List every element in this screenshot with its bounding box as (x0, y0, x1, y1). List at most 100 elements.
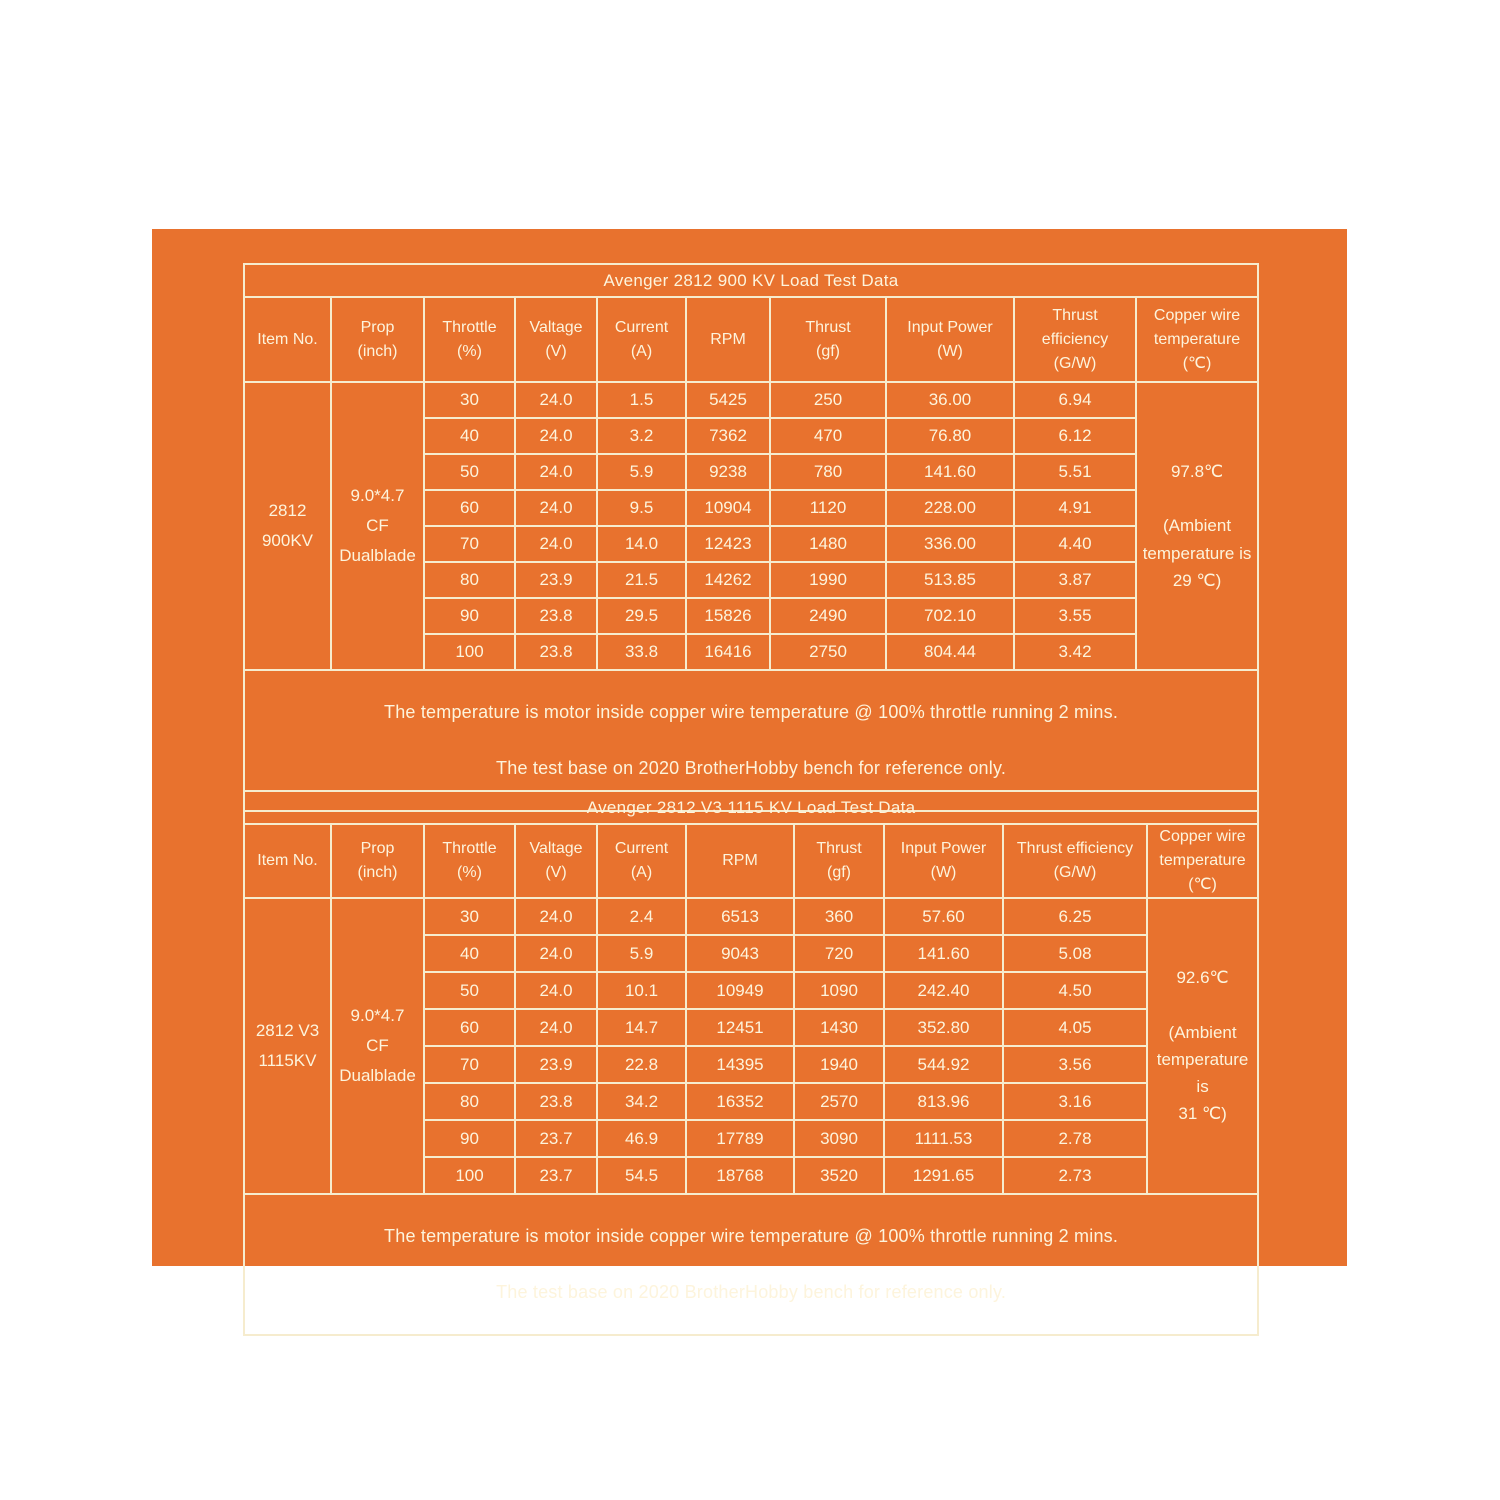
table-header-row: Item No. Prop (inch) Throttle (%) Valtag… (243, 823, 1260, 899)
cell-current: 21.5 (596, 561, 687, 599)
cell-thrust-efficiency: 4.40 (1013, 525, 1137, 563)
cell-rpm: 18768 (685, 1156, 795, 1195)
cell-valtage: 23.8 (514, 633, 598, 671)
cell-valtage: 23.7 (514, 1119, 598, 1158)
cell-rpm: 12423 (685, 525, 771, 563)
cell-valtage: 24.0 (514, 489, 598, 527)
item-no-cell: 2812 V3 1115KV (243, 897, 332, 1195)
table-row: 2812 900KV 9.0*4.7 CF Dualblade 30 24.0 1.5 5… (243, 381, 1260, 671)
cell-current: 33.8 (596, 633, 687, 671)
cell-thrust-efficiency: 6.12 (1013, 417, 1137, 455)
table-footnote-row: The temperature is motor inside copper w… (242, 668, 1260, 813)
cell-throttle: 40 (423, 934, 516, 973)
cell-thrust-efficiency: 3.56 (1002, 1045, 1148, 1084)
cell-current: 14.0 (596, 525, 687, 563)
cell-current: 2.4 (596, 897, 687, 936)
cell-current: 1.5 (596, 381, 687, 419)
cell-throttle: 30 (423, 381, 516, 419)
cell-valtage: 24.0 (514, 897, 598, 936)
table-row: 70 24.0 14.0 12423 1480 336.00 4.40 (244, 525, 1258, 563)
cell-thrust-efficiency: 3.55 (1013, 597, 1137, 635)
cell-rpm: 9238 (685, 453, 771, 491)
table-row: 50 24.0 5.9 9238 780 141.60 5.51 (244, 453, 1258, 491)
cell-input-power: 544.92 (883, 1045, 1004, 1084)
load-test-table-1115kv: Avenger 2812 V3 1115 KV Load Test Data I… (242, 790, 1260, 1337)
cell-throttle: 50 (423, 453, 516, 491)
cell-rpm: 15826 (685, 597, 771, 635)
col-header-input-power: Input Power (W) (883, 823, 1004, 899)
col-header-copper-wire-temperature: Copper wire temperature (℃) (1134, 296, 1260, 383)
cell-valtage: 24.0 (514, 453, 598, 491)
cell-throttle: 70 (423, 525, 516, 563)
table-row: 70 23.9 22.8 14395 1940 544.92 3.56 (244, 1045, 1258, 1084)
cell-thrust-efficiency: 6.94 (1013, 381, 1137, 419)
cell-current: 3.2 (596, 417, 687, 455)
cell-thrust: 2750 (769, 633, 887, 671)
col-header-input-power: Input Power (W) (885, 296, 1015, 383)
table-footnote-row: The temperature is motor inside copper w… (242, 1192, 1260, 1337)
cell-input-power: 336.00 (885, 525, 1015, 563)
table-row: 60 24.0 9.5 10904 1120 228.00 4.91 (244, 489, 1258, 527)
cell-valtage: 23.7 (514, 1156, 598, 1195)
cell-rpm: 16416 (685, 633, 771, 671)
cell-thrust: 470 (769, 417, 887, 455)
cell-throttle: 90 (423, 1119, 516, 1158)
table-title-row: Avenger 2812 V3 1115 KV Load Test Data (242, 790, 1260, 825)
cell-throttle: 100 (423, 633, 516, 671)
col-header-rpm: RPM (685, 823, 795, 899)
cell-input-power: 513.85 (885, 561, 1015, 599)
cell-valtage: 23.9 (514, 1045, 598, 1084)
cell-input-power: 813.96 (883, 1082, 1004, 1121)
cell-thrust: 1120 (769, 489, 887, 527)
cell-input-power: 702.10 (885, 597, 1015, 635)
cell-throttle: 40 (423, 417, 516, 455)
cell-thrust: 2570 (793, 1082, 885, 1121)
cell-valtage: 23.8 (514, 1082, 598, 1121)
cell-thrust: 250 (769, 381, 887, 419)
cell-input-power: 1291.65 (883, 1156, 1004, 1195)
col-header-current: Current (A) (596, 296, 687, 383)
col-header-prop: Prop (inch) (330, 296, 425, 383)
prop-cell: 9.0*4.7 CF Dualblade (330, 381, 425, 671)
cell-thrust: 360 (793, 897, 885, 936)
col-header-prop: Prop (inch) (330, 823, 425, 899)
cell-thrust: 2490 (769, 597, 887, 635)
cell-thrust: 1940 (793, 1045, 885, 1084)
cell-input-power: 804.44 (885, 633, 1015, 671)
cell-rpm: 14262 (685, 561, 771, 599)
cell-throttle: 100 (423, 1156, 516, 1195)
copper-wire-temperature-cell: 97.8℃ (Ambient temperature is 29 ℃) (1134, 381, 1260, 671)
table-row: 60 24.0 14.7 12451 1430 352.80 4.05 (244, 1008, 1258, 1047)
cell-current: 10.1 (596, 971, 687, 1010)
cell-rpm: 10949 (685, 971, 795, 1010)
table-title-row: Avenger 2812 900 KV Load Test Data (242, 263, 1260, 298)
cell-thrust: 1090 (793, 971, 885, 1010)
col-header-rpm: RPM (685, 296, 771, 383)
cell-input-power: 141.60 (883, 934, 1004, 973)
cell-throttle: 50 (423, 971, 516, 1010)
cell-throttle: 80 (423, 1082, 516, 1121)
col-header-thrust: Thrust (gf) (769, 296, 887, 383)
cell-thrust-efficiency: 4.05 (1002, 1008, 1148, 1047)
footnote-line-2: The test base on 2020 BrotherHobby bench… (496, 757, 1007, 778)
cell-rpm: 10904 (685, 489, 771, 527)
table-footnote: The temperature is motor inside copper w… (242, 668, 1260, 813)
cell-input-power: 76.80 (885, 417, 1015, 455)
prop-cell: 9.0*4.7 CF Dualblade (330, 897, 425, 1195)
cell-input-power: 228.00 (885, 489, 1015, 527)
cell-input-power: 141.60 (885, 453, 1015, 491)
table-row: 100 23.7 54.5 18768 3520 1291.65 2.73 (244, 1156, 1258, 1195)
cell-current: 46.9 (596, 1119, 687, 1158)
col-header-valtage: Valtage (V) (514, 823, 598, 899)
cell-current: 34.2 (596, 1082, 687, 1121)
table-title: Avenger 2812 900 KV Load Test Data (242, 263, 1260, 298)
footnote-line-1: The temperature is motor inside copper w… (384, 1225, 1119, 1246)
cell-thrust-efficiency: 5.51 (1013, 453, 1137, 491)
cell-input-power: 352.80 (883, 1008, 1004, 1047)
col-header-valtage: Valtage (V) (514, 296, 598, 383)
cell-thrust: 720 (793, 934, 885, 973)
cell-valtage: 24.0 (514, 1008, 598, 1047)
cell-current: 9.5 (596, 489, 687, 527)
cell-input-power: 36.00 (885, 381, 1015, 419)
